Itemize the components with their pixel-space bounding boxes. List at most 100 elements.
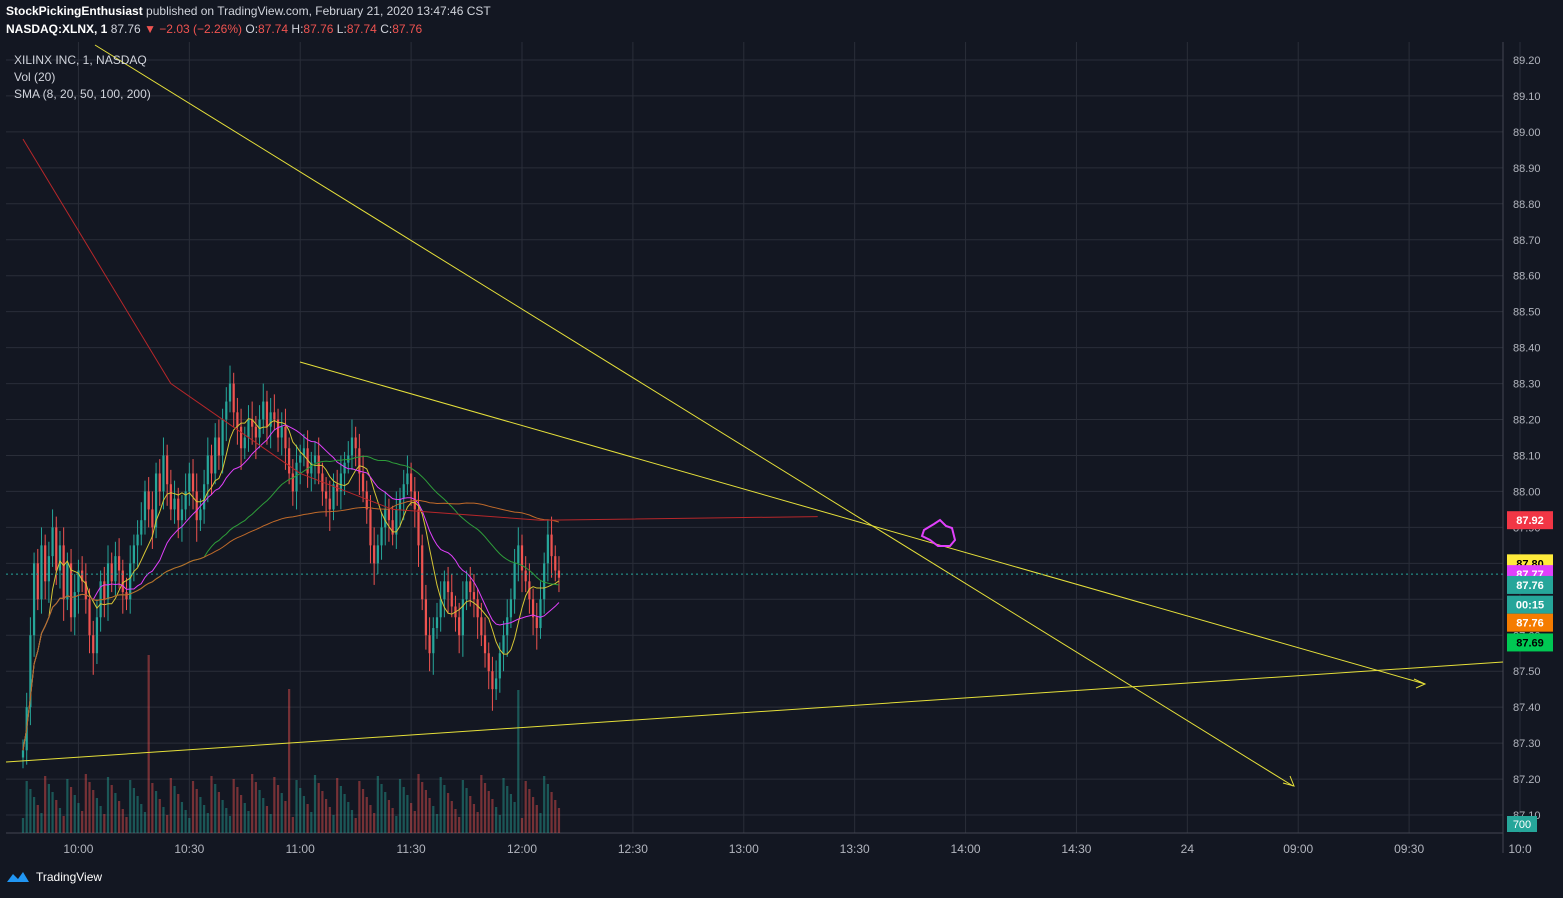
- x-tick-label: 13:00: [729, 842, 759, 856]
- volume-bar: [103, 814, 106, 833]
- candle-body: [114, 556, 117, 582]
- volume-bar: [125, 817, 128, 833]
- price-tag-label: 87.76: [1516, 618, 1544, 630]
- volume-bar: [435, 814, 439, 833]
- arrow-head-middle: [1413, 678, 1427, 689]
- candle-body: [424, 599, 428, 636]
- x-tick-label: 13:30: [840, 842, 870, 856]
- x-tick-label: 12:30: [618, 842, 648, 856]
- candle-body: [106, 563, 110, 600]
- candle-body: [550, 534, 553, 557]
- author-name[interactable]: StockPickingEnthusiast: [6, 4, 143, 18]
- candle-body: [125, 592, 128, 600]
- candle-body: [69, 563, 73, 618]
- volume-bar: [55, 800, 58, 833]
- volume-bar: [350, 810, 354, 833]
- candle-body: [177, 498, 180, 521]
- candle-body: [306, 448, 309, 474]
- candle-body: [428, 635, 431, 654]
- candle-body: [228, 383, 232, 402]
- candle-body: [136, 534, 139, 546]
- volume-bar: [191, 781, 195, 833]
- candle-body: [406, 473, 409, 485]
- candle-body: [535, 617, 538, 629]
- volume-bar: [302, 796, 306, 833]
- candle-body: [391, 520, 394, 535]
- candle-body: [184, 491, 187, 510]
- candle-body: [103, 581, 106, 600]
- volume-bar: [535, 805, 538, 833]
- volume-bar: [288, 689, 291, 833]
- y-tick-label: 89.10: [1513, 91, 1541, 103]
- candle-body: [491, 671, 494, 690]
- volume-bar: [66, 779, 69, 833]
- volume-bar: [81, 811, 84, 833]
- volume-bar: [84, 774, 87, 833]
- candle-body: [543, 563, 546, 600]
- x-tick-label: 11:30: [397, 842, 426, 856]
- y-tick-label: 87.20: [1513, 774, 1541, 786]
- legend-title[interactable]: XILINX INC, 1, NASDAQ: [14, 53, 147, 67]
- volume-bar: [321, 791, 324, 833]
- candle-body: [77, 570, 80, 593]
- volume-bar: [136, 796, 139, 833]
- price-tag-label: 87.92: [1516, 515, 1544, 527]
- y-tick-label: 88.50: [1513, 307, 1541, 319]
- volume-bar: [454, 809, 457, 833]
- volume-bar: [114, 793, 117, 833]
- candle-body: [276, 419, 280, 438]
- candle-body: [262, 401, 265, 420]
- candle-body: [58, 545, 62, 571]
- footer-brand[interactable]: TradingView: [6, 870, 102, 884]
- down-arrow-icon: ▼: [144, 22, 156, 36]
- candle-body: [143, 491, 147, 521]
- candle-body: [450, 592, 453, 607]
- volume-bar: [262, 798, 265, 833]
- volume-bar: [69, 787, 73, 833]
- y-tick-label: 89.20: [1513, 55, 1541, 67]
- candle-body: [254, 426, 257, 438]
- volume-bar: [495, 807, 498, 833]
- volume-bar: [317, 783, 320, 833]
- volume-bar: [465, 788, 468, 833]
- candle-body: [280, 426, 283, 438]
- volume-bar: [265, 806, 269, 833]
- candle-body: [317, 455, 320, 474]
- volume-bar: [339, 786, 342, 833]
- legend-sma[interactable]: SMA (8, 20, 50, 100, 200): [14, 87, 151, 101]
- volume-bar: [480, 775, 483, 833]
- candle-body: [524, 570, 527, 582]
- volume-bar: [443, 785, 446, 833]
- candle-body: [191, 473, 195, 492]
- volume-bar: [214, 784, 217, 833]
- candle-body: [517, 545, 520, 564]
- publish-header: StockPickingEnthusiast published on Trad…: [6, 4, 491, 18]
- tradingview-logo-icon: [7, 872, 29, 882]
- high-label: H:: [291, 22, 304, 36]
- candle-body: [435, 617, 439, 629]
- candle-body: [302, 448, 306, 456]
- candle-body: [269, 412, 272, 427]
- x-tick-label: 14:00: [951, 842, 981, 856]
- volume-bar: [143, 812, 147, 833]
- volume-bar: [513, 802, 516, 833]
- candle-body: [502, 635, 505, 654]
- volume-bar: [520, 818, 524, 833]
- arrow-head-upper: [1282, 775, 1295, 787]
- volume-bar: [550, 792, 553, 833]
- candle-body: [384, 509, 387, 528]
- volume-bar: [132, 788, 135, 833]
- legend-volume[interactable]: Vol (20): [14, 70, 56, 84]
- volume-bar: [384, 792, 387, 833]
- candle-body: [47, 556, 50, 582]
- candle-body: [476, 599, 479, 618]
- candle-body: [443, 581, 446, 600]
- volume-bar: [502, 778, 505, 833]
- volume-bar: [44, 776, 47, 833]
- y-tick-label: 88.30: [1513, 379, 1541, 391]
- volume-bar: [77, 803, 80, 833]
- candle-body: [166, 455, 169, 485]
- price-tag-bg: [1507, 633, 1553, 652]
- volume-bar: [498, 815, 501, 833]
